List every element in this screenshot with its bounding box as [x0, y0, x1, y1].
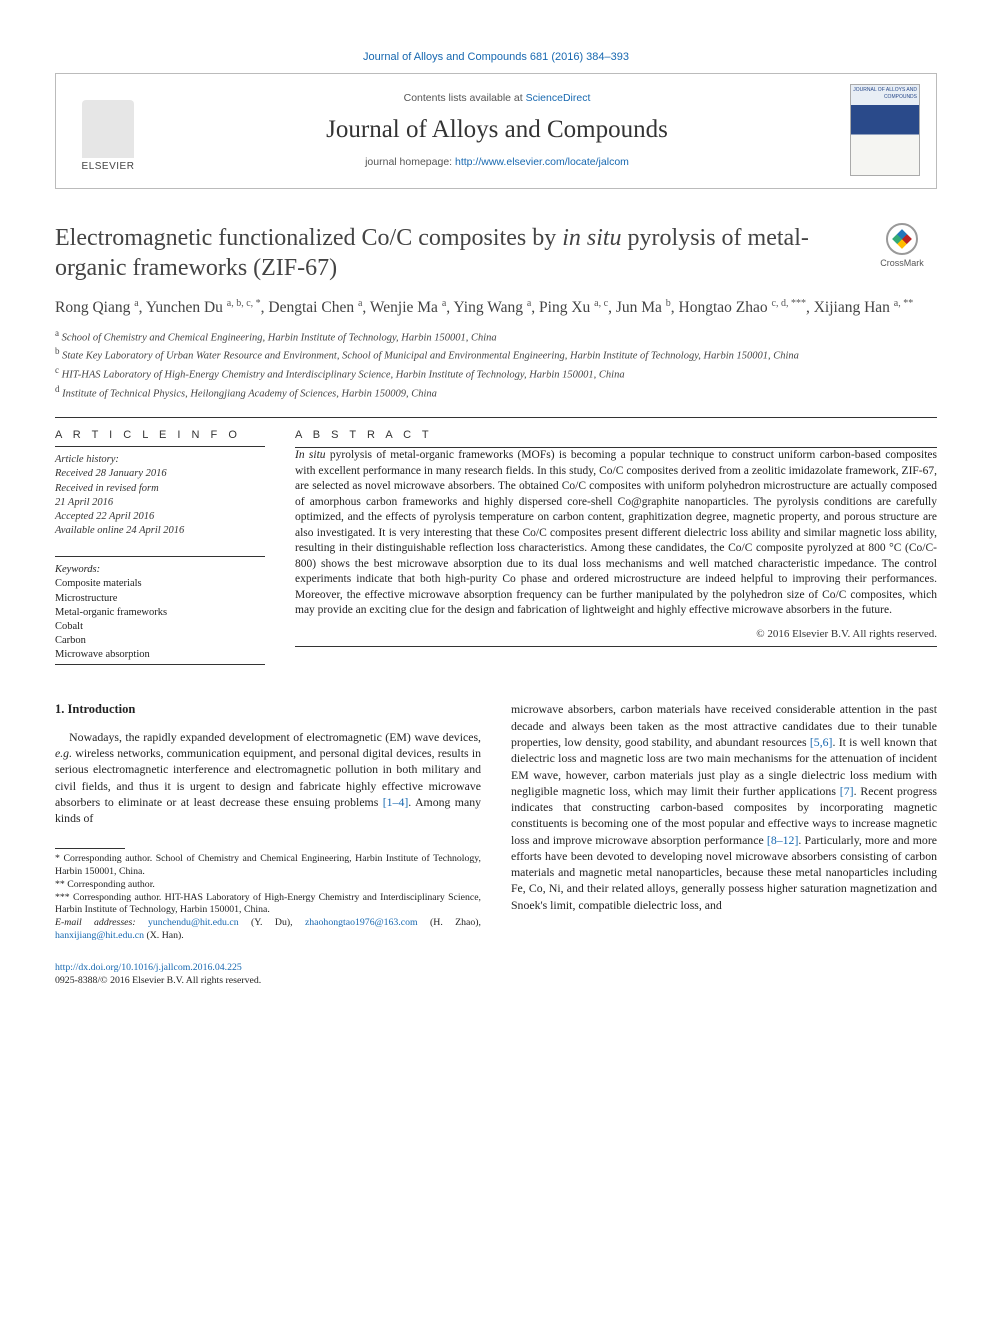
footnote-1: * Corresponding author. School of Chemis… [55, 853, 481, 878]
journal-title: Journal of Alloys and Compounds [160, 113, 834, 147]
abstract-heading: A B S T R A C T [295, 428, 937, 443]
article-info-heading: A R T I C L E I N F O [55, 428, 265, 443]
footnote-2: ** Corresponding author. [55, 879, 481, 892]
abstract-text: In situ pyrolysis of metal-organic frame… [295, 448, 937, 619]
elsevier-tree-icon [82, 100, 134, 158]
affiliation-line: a School of Chemistry and Chemical Engin… [55, 327, 937, 346]
history-revised-label: Received in revised form [55, 482, 265, 496]
publisher-name: ELSEVIER [82, 160, 135, 174]
footnote-3: *** Corresponding author. HIT-HAS Labora… [55, 892, 481, 917]
emails-label: E-mail addresses: [55, 917, 148, 928]
history-online: Available online 24 April 2016 [55, 524, 265, 538]
sciencedirect-link[interactable]: ScienceDirect [526, 92, 591, 104]
keywords-label: Keywords: [55, 563, 265, 577]
issn-line: 0925-8388/© 2016 Elsevier B.V. All right… [55, 975, 261, 986]
footnote-emails: E-mail addresses: yunchendu@hit.edu.cn (… [55, 917, 481, 942]
kw-rule-bottom [55, 664, 265, 665]
contents-prefix: Contents lists available at [404, 92, 526, 104]
kw-rule [55, 556, 265, 557]
homepage-line: journal homepage: http://www.elsevier.co… [160, 155, 834, 169]
corresponding-author-footnotes: * Corresponding author. School of Chemis… [55, 848, 481, 942]
contents-available: Contents lists available at ScienceDirec… [160, 91, 834, 105]
body-column-right: microwave absorbers, carbon materials ha… [511, 701, 937, 987]
crossmark-label: CrossMark [880, 258, 924, 268]
email-link-2[interactable]: zhaohongtao1976@163.com [305, 917, 418, 928]
article-history: Article history: Received 28 January 201… [55, 453, 265, 538]
keyword: Metal-organic frameworks [55, 606, 265, 620]
title-italic: in situ [562, 225, 621, 251]
article-title: Electromagnetic functionalized Co/C comp… [55, 223, 851, 283]
affiliation-line: b State Key Laboratory of Urban Water Re… [55, 345, 937, 364]
keyword: Cobalt [55, 620, 265, 634]
intro-text-a: Nowadays, the rapidly expanded developme… [69, 730, 481, 744]
body-column-left: 1. Introduction Nowadays, the rapidly ex… [55, 701, 481, 987]
keyword: Carbon [55, 634, 265, 648]
abstract-bottom-rule [295, 646, 937, 647]
ref-link-7[interactable]: [7] [840, 784, 854, 798]
crossmark-badge[interactable]: CrossMark [867, 223, 937, 269]
keywords-block: Keywords: Composite materialsMicrostruct… [55, 556, 265, 665]
copyright-line: © 2016 Elsevier B.V. All rights reserved… [295, 627, 937, 642]
affiliation-line: d Institute of Technical Physics, Heilon… [55, 383, 937, 402]
email-who-3: (X. Han). [144, 930, 184, 941]
email-link-1[interactable]: yunchendu@hit.edu.cn [148, 917, 239, 928]
citation-line: Journal of Alloys and Compounds 681 (201… [55, 50, 937, 65]
homepage-link[interactable]: http://www.elsevier.com/locate/jalcom [455, 156, 629, 168]
keyword: Microstructure [55, 592, 265, 606]
ref-link-1-4[interactable]: [1–4] [383, 795, 409, 809]
email-who-2: (H. Zhao), [418, 917, 481, 928]
history-received: Received 28 January 2016 [55, 467, 265, 481]
intro-eg: e.g. [55, 746, 72, 760]
introduction-heading: 1. Introduction [55, 701, 481, 718]
journal-cover-thumbnail: JOURNAL OF ALLOYS AND COMPOUNDS [850, 84, 920, 176]
left-rule [55, 446, 265, 447]
divider [55, 417, 937, 418]
ref-link-5-6[interactable]: [5,6] [810, 735, 833, 749]
intro-paragraph-1-cont: microwave absorbers, carbon materials ha… [511, 701, 937, 912]
author-list: Rong Qiang a, Yunchen Du a, b, c, *, Den… [55, 297, 937, 319]
keyword: Composite materials [55, 577, 265, 591]
email-who-1: (Y. Du), [239, 917, 305, 928]
homepage-prefix: journal homepage: [365, 156, 455, 168]
publisher-logo: ELSEVIER [72, 86, 144, 174]
doi-link[interactable]: http://dx.doi.org/10.1016/j.jallcom.2016… [55, 962, 242, 973]
email-link-3[interactable]: hanxijiang@hit.edu.cn [55, 930, 144, 941]
history-accepted: Accepted 22 April 2016 [55, 510, 265, 524]
crossmark-icon [886, 223, 918, 255]
intro-paragraph-1: Nowadays, the rapidly expanded developme… [55, 729, 481, 827]
affiliation-line: c HIT-HAS Laboratory of High-Energy Chem… [55, 364, 937, 383]
abstract-body: pyrolysis of metal-organic frameworks (M… [295, 449, 937, 616]
history-label: Article history: [55, 453, 265, 467]
title-part-1: Electromagnetic functionalized Co/C comp… [55, 225, 562, 251]
journal-header: ELSEVIER Contents lists available at Sci… [55, 73, 937, 189]
keyword: Microwave absorption [55, 648, 265, 662]
abstract-leading-italic: In situ [295, 449, 326, 461]
affiliations: a School of Chemistry and Chemical Engin… [55, 327, 937, 402]
page-footer: http://dx.doi.org/10.1016/j.jallcom.2016… [55, 962, 481, 987]
history-revised-date: 21 April 2016 [55, 496, 265, 510]
ref-link-8-12[interactable]: [8–12] [767, 833, 798, 847]
footnote-rule [55, 848, 125, 849]
cover-label: JOURNAL OF ALLOYS AND COMPOUNDS [853, 87, 917, 101]
